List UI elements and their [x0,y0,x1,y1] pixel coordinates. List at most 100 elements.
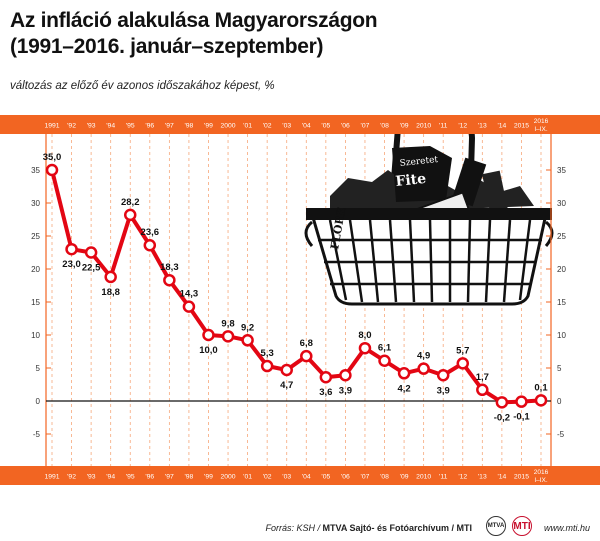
data-point [417,362,430,375]
data-point [202,328,215,342]
category-label-bottom: '06 [341,474,350,481]
shopping-basket-illustration: Szeretet Fite FLORE [304,116,554,306]
category-label-bottom: '08 [380,474,389,481]
data-label: 3,9 [339,385,352,396]
category-band-top [0,115,600,134]
mti-logo-text: MTI [513,520,531,532]
category-label-top: '12 [458,123,467,130]
y-tick-label-left: 35 [31,166,40,175]
data-label: 23,6 [141,227,160,238]
category-label-bottom: 2016 I–IX. [534,469,549,484]
y-tick-label-right: -5 [557,430,565,439]
category-label-top: '95 [126,123,135,130]
y-tick-label-left: 15 [31,298,40,307]
category-label-bottom: '98 [184,474,193,481]
data-point [358,341,372,355]
data-point [515,395,528,408]
source-prefix: Forrás: KSH / [265,523,323,533]
data-label: 22,5 [82,263,101,274]
data-point [45,163,59,177]
category-label-top: '98 [184,123,193,130]
category-label-top: 2016 I–IX. [534,118,549,133]
category-label-top: '03 [282,123,291,130]
svg-text:Fite: Fite [395,171,427,190]
y-tick-label-left: 30 [31,199,40,208]
category-label-bottom: '14 [497,474,506,481]
category-label-top: '92 [67,123,76,130]
data-point [104,270,117,284]
website-link[interactable]: www.mti.hu [543,523,590,533]
category-label-bottom: '02 [263,474,272,481]
data-point [143,238,157,252]
data-label: 9,8 [221,318,234,329]
category-label-bottom: 2015 [514,474,529,481]
data-point [241,334,254,347]
category-label-top: '14 [497,123,506,130]
data-point [65,242,78,256]
y-tick-label-right: 35 [557,166,566,175]
title-line-1: Az infláció alakulása Magyarországon [10,9,378,32]
y-tick-label-left: 20 [31,265,40,274]
data-label: 4,7 [280,380,293,391]
category-label-top: '08 [380,123,389,130]
category-label-top: 2015 [514,123,529,130]
category-label-top: 2010 [416,123,431,130]
data-point [163,273,176,287]
category-label-bottom: '99 [204,474,213,481]
data-label: 35,0 [43,152,62,163]
data-label: 5,7 [456,345,469,356]
data-label: 4,2 [397,383,410,394]
chart-title: Az infláció alakulása Magyarországon (19… [10,8,378,60]
category-label-bottom: '94 [106,474,115,481]
category-label-bottom: '07 [361,474,370,481]
y-tick-label-right: 30 [557,199,566,208]
data-point [280,363,293,377]
y-tick-label-right: 25 [557,232,566,241]
y-tick-label-left: 25 [31,232,40,241]
mti-logo: MTI [512,516,532,536]
data-point [397,367,411,380]
data-point [476,383,489,397]
data-point [84,246,98,259]
category-label-top: '11 [439,123,448,130]
mtva-logo: MTVA [486,516,506,536]
data-label: 23,0 [62,259,81,270]
category-label-top: '09 [400,123,409,130]
data-point [123,208,137,222]
svg-text:Szeretet: Szeretet [399,155,439,169]
y-tick-label-right: 20 [557,265,566,274]
data-label: 1,7 [476,372,489,383]
data-point [260,359,274,373]
source-bold: MTVA Sajtó- és Fotóarchívum / MTI [322,523,472,533]
data-label: 28,2 [121,197,140,208]
category-label-top: '97 [165,123,174,130]
mtva-logo-text: MTVA [487,523,505,529]
data-label: 3,9 [437,385,450,396]
category-label-bottom: '04 [302,474,311,481]
data-label: 18,3 [160,262,179,273]
category-label-bottom: '11 [439,474,448,481]
category-label-top: '04 [302,123,311,130]
category-label-top: '02 [263,123,272,130]
data-point [436,369,450,382]
data-point [319,370,333,384]
category-label-top: '93 [87,123,96,130]
category-label-top: '94 [106,123,115,130]
data-point [456,357,470,370]
category-label-bottom: '95 [126,474,135,481]
data-label: 10,0 [199,345,218,356]
y-tick-label-left: 10 [31,331,40,340]
y-tick-label-left: 0 [36,397,41,406]
footer: Forrás: KSH / MTVA Sajtó- és Fotóarchívu… [0,508,600,541]
data-label: 14,3 [180,289,199,300]
category-band-bottom [0,466,600,485]
data-label: -0,1 [513,412,530,423]
grid-lines [51,134,542,466]
category-label-top: '06 [341,123,350,130]
data-label: 18,8 [101,287,120,298]
y-tick-label-left: -5 [33,430,41,439]
category-label-bottom: 2000 [220,474,235,481]
data-label: 5,3 [261,348,274,359]
inflation-chart: Szeretet Fite FLORE 35 35 30 30 25 25 20 2015 15… [0,115,600,485]
